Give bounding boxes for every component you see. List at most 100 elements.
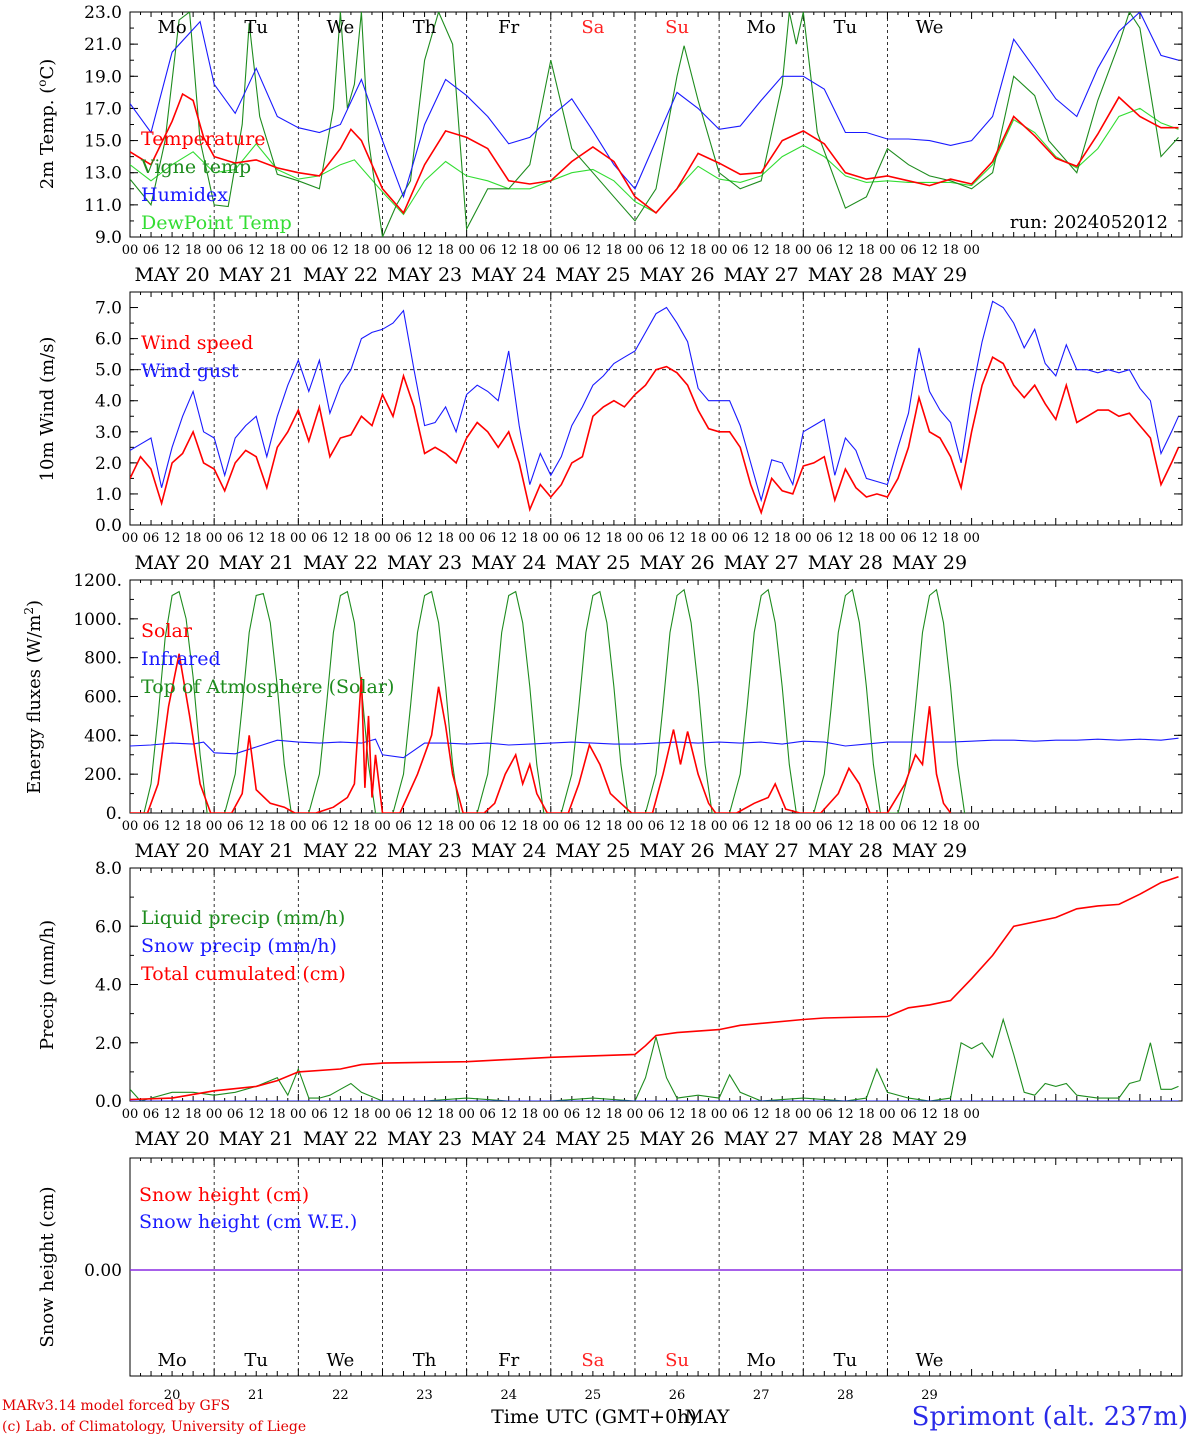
hour-tick-label: 18 [942,243,959,258]
hour-tick-label: 12 [416,531,433,546]
hour-tick-label: 12 [500,1107,517,1122]
hour-tick-label: 00 [374,531,391,546]
hour-tick-label: 06 [732,531,749,546]
date-label: MAY 24 [471,840,546,862]
hour-tick-label: 00 [122,243,139,258]
hour-tick-label: 12 [585,819,602,834]
hour-tick-label: 18 [353,819,370,834]
hour-tick-label: 00 [627,819,644,834]
weekday-label: Tu [834,17,858,38]
hour-tick-label: 06 [395,243,412,258]
legend-entry: Liquid precip (mm/h) [141,907,345,929]
hour-tick-label: 06 [648,819,665,834]
hour-tick-label: 12 [500,819,517,834]
date-label: MAY 27 [724,1128,799,1150]
date-label: MAY 27 [724,552,799,574]
y-tick-label: 400. [84,726,122,746]
series-line-top-of-atmosphere-solar- [130,588,966,813]
day-number: 22 [332,1388,349,1403]
date-label: MAY 24 [471,1128,546,1150]
y-tick-label: 4.0 [95,392,122,412]
run-label: run: 2024052012 [1010,212,1168,233]
site-name: Sprimont (alt. 237m) [911,1402,1188,1432]
series-line-vigne-temp [130,12,1179,237]
hour-tick-label: 12 [837,819,854,834]
series-line-humidex [130,12,1179,199]
y-tick-label: 9.0 [95,228,122,248]
y-axis-label: 2m Temp. (oC) [35,59,58,190]
date-label: MAY 28 [808,264,883,286]
hour-tick-label: 06 [143,531,160,546]
hour-tick-label: 00 [543,819,560,834]
weekday-label: Sa [581,17,604,38]
time-axis-label: Time UTC (GMT+0h) [491,1406,697,1428]
unit: C) [37,59,58,80]
date-label: MAY 25 [555,1128,630,1150]
hour-tick-label: 18 [185,243,202,258]
hour-tick-label: 18 [606,243,623,258]
hour-tick-label: 18 [942,531,959,546]
hour-tick-label: 12 [753,243,770,258]
hour-tick-label: 06 [648,1107,665,1122]
hour-tick-label: 12 [500,243,517,258]
legend-entry: Total cumulated (cm) [141,963,346,985]
y-tick-label: 800. [84,649,122,669]
date-label: MAY 29 [892,840,967,862]
weekday-label: We [327,17,355,38]
y-tick-label: 7.0 [95,299,122,319]
y-tick-label: 0.0 [95,1092,122,1112]
hour-tick-label: 00 [458,819,475,834]
hour-tick-label: 00 [374,243,391,258]
date-label: MAY 20 [134,552,209,574]
series-line-total-cumulated-cm- [130,875,1179,1101]
hour-tick-label: 18 [858,531,875,546]
hour-tick-label: 12 [332,819,349,834]
weekday-label: Tu [834,1350,858,1371]
y-tick-label: 6.0 [95,330,122,350]
hour-tick-label: 06 [732,1107,749,1122]
y-tick-label: 0.0 [95,516,122,536]
weekday-label: We [916,17,944,38]
date-label: MAY 24 [471,264,546,286]
hour-tick-label: 06 [395,819,412,834]
hour-tick-label: 06 [816,243,833,258]
hour-tick-label: 06 [900,531,917,546]
hour-tick-label: 18 [858,1107,875,1122]
legend-entry: Snow precip (mm/h) [141,935,337,957]
hour-tick-label: 18 [942,1107,959,1122]
hour-tick-label: 00 [290,531,307,546]
weekday-label: Mo [747,17,776,38]
legend-entry: Solar [141,620,193,642]
legend-entry: Temperature [141,128,265,150]
date-label: MAY 29 [892,264,967,286]
hour-tick-label: 00 [206,819,223,834]
hour-tick-label: 12 [669,531,686,546]
hour-tick-label: 06 [564,819,581,834]
hour-tick-label: 12 [248,243,265,258]
day-number: 28 [837,1388,854,1403]
hour-tick-label: 00 [627,531,644,546]
degree-sign: o [35,80,49,87]
hour-tick-label: 12 [837,1107,854,1122]
hour-tick-label: 06 [564,531,581,546]
series-line-solar [130,653,952,813]
hour-tick-label: 00 [711,531,728,546]
hour-tick-label: 18 [269,819,286,834]
date-label: MAY 22 [303,840,378,862]
hour-tick-label: 12 [500,531,517,546]
hour-tick-label: 12 [921,531,938,546]
hour-tick-label: 18 [774,819,791,834]
hour-tick-label: 06 [900,819,917,834]
hour-tick-label: 06 [479,819,496,834]
hour-tick-label: 18 [185,1107,202,1122]
date-label: MAY 29 [892,552,967,574]
panel-4: 00 06 12 18 MAY 20 00 06 12 18 MAY 21 00 06 12 18 MAY … [37,859,1183,1150]
hour-tick-label: 18 [353,243,370,258]
y-tick-label: 0. [106,804,122,824]
date-label: MAY 28 [808,840,883,862]
series-line-wind-speed [130,356,1180,516]
hour-tick-label: 18 [521,531,538,546]
weekday-label: Th [413,17,437,38]
y-tick-label: 11.0 [84,196,122,216]
